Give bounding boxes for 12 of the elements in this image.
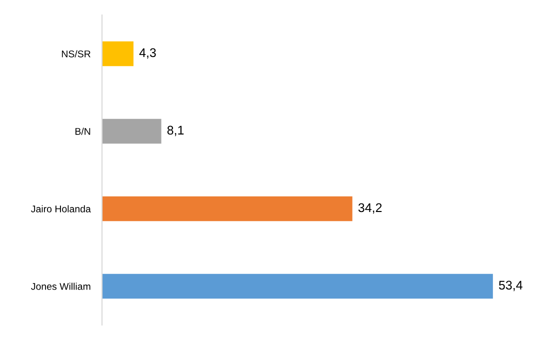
y-tick-label: Jones William xyxy=(31,282,90,290)
bar xyxy=(102,196,352,222)
bar xyxy=(102,41,134,66)
data-label: 8,1 xyxy=(167,126,184,136)
data-label: 34,2 xyxy=(358,203,382,214)
y-tick-label: NS/SR xyxy=(62,50,90,58)
y-tick-label: B/N xyxy=(75,128,90,135)
data-label: 53,4 xyxy=(498,280,522,292)
y-tick-label: Jairo Holanda xyxy=(31,205,91,212)
bar xyxy=(102,118,162,144)
bar xyxy=(102,274,493,299)
data-label: 4,3 xyxy=(139,48,156,59)
